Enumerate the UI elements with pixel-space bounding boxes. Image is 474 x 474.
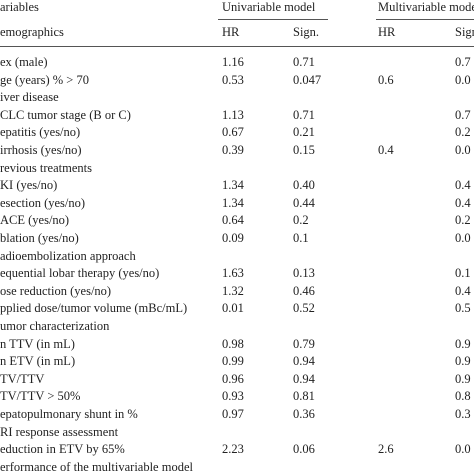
cell: 0.21: [293, 125, 315, 140]
cell: 1.34: [222, 195, 244, 210]
header-cell: Multivariable model: [378, 0, 474, 14]
row-label: iver disease: [0, 90, 59, 105]
row-label: equential lobar therapy (yes/no): [0, 266, 160, 281]
cell: 1.13: [222, 107, 244, 122]
cell: 0.71: [293, 107, 315, 122]
row-label: umor characterization: [0, 319, 110, 333]
cell: 0.2: [455, 213, 471, 228]
header-cell: ariables: [0, 0, 39, 14]
group-rule: [218, 19, 328, 20]
cell: 0.0: [455, 231, 471, 245]
row-label: esection (yes/no): [0, 195, 86, 210]
row-label: epatopulmonary shunt in %: [0, 407, 138, 421]
row-label: irrhosis (yes/no): [0, 143, 82, 157]
cell: 0.44: [293, 195, 315, 210]
cell: 0.99: [222, 354, 244, 369]
cell: 0.13: [293, 266, 315, 281]
cell: 0.0: [455, 442, 471, 457]
row-label: n ETV (in mL): [0, 354, 76, 369]
row-label: erformance of the multivariable model: [0, 459, 193, 474]
cell: 0.4: [455, 195, 471, 210]
cell: 0.1: [455, 266, 471, 281]
row-label: ex (male): [0, 55, 48, 69]
group-rule: [376, 19, 474, 20]
cell: 0.52: [293, 301, 315, 316]
cell: 0.8: [455, 389, 471, 404]
row-label: pplied dose/tumor volume (mBc/mL): [0, 301, 188, 316]
cell: 0.36: [293, 407, 315, 421]
cell: 0.53: [222, 72, 244, 87]
cell: 0.46: [293, 283, 315, 298]
row-label: ge (years) % > 70: [0, 72, 89, 87]
row-label: CLC tumor stage (B or C): [0, 107, 131, 122]
header-cell: HR: [378, 25, 396, 39]
cell: 0.71: [293, 55, 315, 69]
cell: 0.01: [222, 301, 244, 316]
row-label: KI (yes/no): [0, 178, 58, 193]
row-label: n TTV (in mL): [0, 336, 75, 351]
cell: 0.40: [293, 178, 315, 193]
cell: 0.047: [293, 72, 322, 87]
cell: 0.2: [455, 125, 471, 140]
cell: 0.5: [455, 301, 471, 316]
cell: 0.4: [455, 178, 471, 193]
cell: 0.2: [293, 213, 309, 228]
cell: 1.32: [222, 283, 244, 298]
cell: 0.7: [455, 107, 471, 122]
cell: 2.6: [378, 442, 394, 457]
cell: 0.09: [222, 231, 244, 245]
header-cell: Univariable model: [222, 0, 316, 14]
cell: 0.79: [293, 336, 315, 351]
cell: 0.3: [455, 407, 471, 421]
row-label: ose reduction (yes/no): [0, 283, 112, 298]
cell: 1.34: [222, 178, 244, 193]
cell: 0.0: [455, 143, 471, 157]
header-cell: Sign.: [293, 25, 320, 39]
cell: 0.93: [222, 389, 244, 404]
cell: 0.15: [293, 143, 315, 157]
cell: 1.16: [222, 55, 244, 69]
row-label: blation (yes/no): [0, 231, 79, 245]
cell: 0.1: [293, 231, 309, 245]
row-label: TV/TTV > 50%: [0, 389, 81, 404]
row-label: adioembolization approach: [0, 248, 136, 263]
row-label: eduction in ETV by 65%: [0, 442, 125, 457]
cell: 0.9: [455, 336, 471, 351]
cell: 0.06: [293, 442, 315, 457]
cell: 0.64: [222, 213, 244, 228]
cell: 0.94: [293, 371, 315, 386]
cell: 0.4: [455, 283, 471, 298]
row-label: TV/TTV: [0, 371, 45, 386]
cell: 0.39: [222, 143, 244, 157]
cell: 0.9: [455, 371, 471, 386]
cell: 0.0: [455, 72, 471, 87]
cell: 1.63: [222, 266, 244, 281]
header-cell: emographics: [0, 25, 64, 39]
cell: 0.67: [222, 125, 244, 140]
cell: 0.6: [378, 72, 394, 87]
cell: 2.23: [222, 442, 244, 457]
cell: 0.4: [378, 143, 394, 157]
header-cell: Sign: [455, 25, 474, 39]
row-label: epatitis (yes/no): [0, 125, 81, 140]
cell: 0.98: [222, 336, 244, 351]
cell: 0.94: [293, 354, 315, 369]
cell: 0.9: [455, 354, 471, 369]
row-label: RI response assessment: [0, 424, 119, 439]
header-rule: [0, 46, 474, 47]
row-label: revious treatments: [0, 160, 92, 175]
cell: 0.81: [293, 389, 315, 404]
row-label: ACE (yes/no): [0, 213, 70, 228]
cell: 0.96: [222, 371, 244, 386]
cell: 0.7: [455, 55, 471, 69]
header-cell: HR: [222, 25, 240, 39]
cell: 0.97: [222, 407, 244, 421]
